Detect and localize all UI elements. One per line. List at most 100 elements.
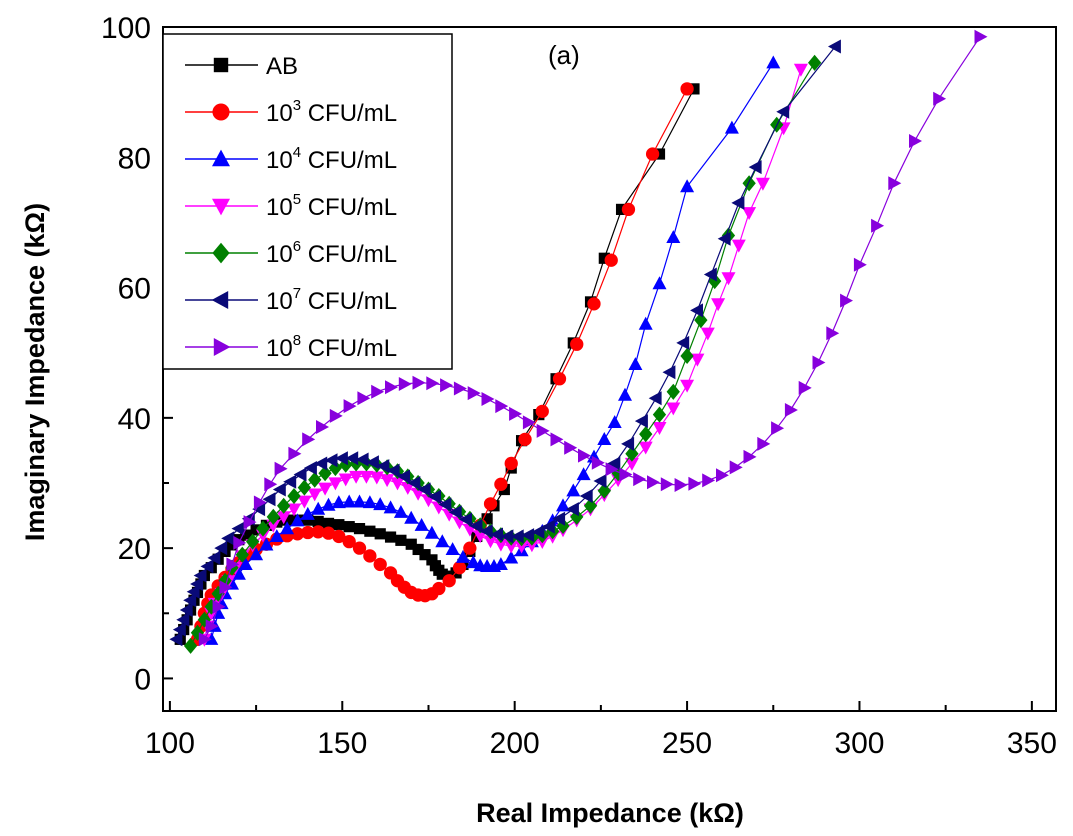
data-point: [246, 533, 260, 550]
data-point: [676, 335, 690, 350]
data-point: [615, 203, 628, 215]
data-point: [576, 467, 591, 481]
data-point: [717, 231, 731, 246]
data-point: [221, 531, 235, 546]
data-point: [328, 477, 343, 491]
data-point: [428, 489, 441, 504]
data-point: [607, 415, 622, 428]
data-point: [293, 467, 307, 482]
data-point: [552, 511, 566, 526]
data-point: [467, 386, 481, 401]
data-point: [311, 501, 326, 515]
data-point: [453, 381, 467, 396]
data-point: [674, 478, 688, 492]
legend-marker: [213, 57, 229, 73]
data-point: [281, 514, 293, 526]
data-point: [456, 549, 470, 563]
series-5: [169, 39, 841, 647]
legend-marker: [212, 242, 230, 264]
data-point: [190, 577, 204, 591]
data-point: [597, 482, 611, 499]
data-point: [200, 559, 214, 574]
chart-annotation: (a): [548, 40, 580, 70]
legend-box: [162, 33, 453, 370]
data-point: [380, 474, 395, 488]
data-point: [233, 535, 247, 550]
x-tick-label: 100: [145, 727, 195, 760]
data-point: [393, 505, 408, 518]
data-point: [531, 524, 545, 539]
data-point: [853, 257, 867, 272]
legend-exponent: 5: [293, 191, 301, 208]
data-point: [353, 523, 366, 535]
data-point: [724, 120, 739, 134]
data-point: [570, 337, 584, 351]
legend-label: 105 CFU/mL: [266, 191, 397, 221]
data-point: [179, 603, 193, 617]
data-point: [647, 475, 660, 490]
legend-marker: [212, 103, 230, 121]
data-point: [579, 489, 593, 503]
data-point: [269, 529, 284, 542]
data-point: [395, 534, 407, 546]
data-point: [262, 492, 276, 507]
legend-label: AB: [266, 53, 298, 80]
x-axis-ticks: 100 150 200 250 300 350: [145, 701, 1057, 760]
data-point: [384, 531, 397, 543]
data-point: [509, 406, 522, 421]
data-point: [742, 175, 756, 192]
legend-exponent: 8: [293, 332, 301, 349]
data-point: [331, 495, 346, 509]
data-point: [591, 455, 605, 470]
data-point: [688, 83, 700, 95]
legend-exponent: 7: [293, 285, 301, 302]
legend-label: 104 CFU/mL: [266, 144, 397, 174]
legend-item: 103 CFU/mL: [185, 97, 397, 127]
data-point: [212, 599, 226, 614]
data-point: [521, 528, 535, 543]
data-point: [297, 479, 311, 496]
data-point: [909, 134, 922, 148]
data-point: [397, 469, 410, 484]
data-point: [256, 520, 270, 537]
data-point: [376, 459, 390, 474]
data-point: [755, 177, 770, 191]
legend-item: 107 CFU/mL: [185, 285, 397, 315]
data-point: [653, 148, 666, 160]
data-point: [274, 461, 288, 476]
data-point: [352, 541, 367, 555]
data-point: [312, 515, 324, 528]
y-tick-label: 0: [134, 663, 151, 696]
data-point: [264, 477, 278, 492]
data-point: [280, 521, 295, 535]
data-point: [440, 378, 454, 393]
data-point: [784, 403, 798, 417]
data-point: [493, 557, 508, 570]
data-point: [252, 502, 266, 517]
legend-exponent: 3: [293, 97, 301, 114]
legend-marker: [213, 338, 231, 356]
data-point: [731, 195, 745, 210]
data-point: [729, 460, 743, 475]
data-point: [426, 376, 440, 391]
data-point: [272, 482, 286, 497]
legend-items: AB 103 CFU/mL 104 CFU/mL 105 CFU/mL 106 CFU/…: [185, 53, 397, 362]
data-point: [276, 511, 291, 525]
legend-label: 106 CFU/mL: [266, 238, 397, 268]
data-point: [371, 384, 385, 399]
data-point: [510, 529, 524, 544]
data-point: [314, 456, 328, 471]
legend-item: 108 CFU/mL: [185, 332, 397, 362]
data-point: [633, 472, 647, 487]
data-point: [355, 452, 369, 467]
data-point: [362, 495, 377, 509]
data-point: [321, 526, 336, 540]
data-point: [721, 272, 736, 286]
data-point: [625, 445, 639, 462]
data-point: [318, 482, 333, 496]
data-point: [204, 632, 219, 645]
data-point: [690, 353, 705, 367]
data-point: [652, 406, 667, 423]
data-point: [398, 377, 412, 391]
